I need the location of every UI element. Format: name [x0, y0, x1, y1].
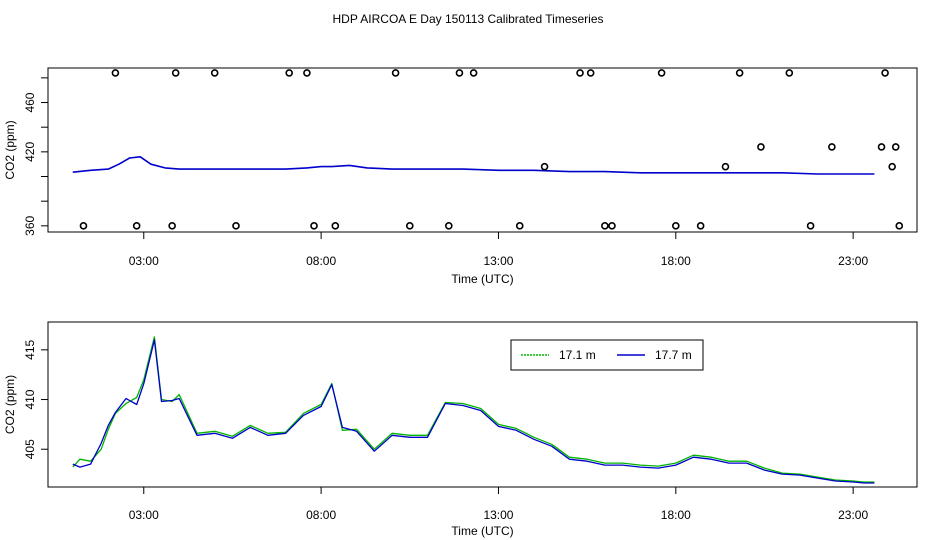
- x-tick-label-top: 13:00: [483, 254, 513, 268]
- data-point-marker: [608, 222, 616, 230]
- data-point-marker: [881, 69, 889, 77]
- data-point-marker: [757, 143, 765, 151]
- plot-frame-top: [47, 67, 918, 233]
- data-point-marker: [828, 143, 836, 151]
- y-axis-label-bottom: CO2 (ppm): [3, 375, 17, 434]
- data-point-marker: [232, 222, 240, 230]
- data-point-marker: [79, 222, 88, 230]
- data-point-marker: [895, 222, 904, 230]
- x-tick-label-bottom: 18:00: [661, 508, 691, 522]
- x-tick-label-bottom: 13:00: [483, 508, 513, 522]
- data-point-marker: [168, 222, 176, 230]
- x-tick-label-bottom: 03:00: [129, 508, 159, 522]
- y-tick-label-bottom: 410: [23, 389, 37, 409]
- series-line-bottom-17-1-m: [72, 336, 875, 483]
- data-point-marker: [210, 69, 219, 77]
- x-tick-label-top: 23:00: [838, 254, 868, 268]
- y-tick-label-bottom: 405: [23, 439, 37, 459]
- data-point-marker: [540, 162, 549, 171]
- series-line-bottom-17-7-m: [72, 339, 875, 484]
- data-point-marker: [601, 222, 609, 230]
- data-point-marker: [806, 222, 815, 230]
- data-point-marker: [111, 69, 120, 77]
- data-point-marker: [891, 143, 900, 151]
- data-point-marker: [445, 222, 453, 230]
- data-point-marker: [455, 69, 464, 77]
- x-axis-label-top: Time (UTC): [451, 272, 513, 286]
- data-point-marker: [469, 69, 478, 77]
- x-axis-label-bottom: Time (UTC): [451, 524, 513, 538]
- data-point-marker: [310, 222, 318, 230]
- legend-label: 17.1 m: [559, 348, 596, 362]
- data-point-marker: [672, 222, 680, 230]
- data-point-marker: [391, 69, 400, 77]
- data-point-marker: [303, 69, 311, 77]
- data-point-marker: [721, 162, 730, 171]
- legend: 17.1 m 17.7 m: [510, 339, 704, 371]
- y-axis-label-top: CO2 (ppm): [3, 120, 17, 179]
- y-tick-label-top: 460: [23, 92, 37, 112]
- plot-frame-bottom: [47, 321, 918, 488]
- series-line-top-0: [72, 156, 875, 175]
- panel-bottom: 03:00 08:00 13:00 18:00 23:00 405 410 415 Time (…: [3, 321, 918, 538]
- data-point-marker: [285, 69, 293, 77]
- data-point-marker: [586, 69, 595, 77]
- data-point-marker: [132, 222, 141, 230]
- x-tick-label-bottom: 23:00: [838, 508, 868, 522]
- legend-label: 17.7 m: [655, 348, 692, 362]
- data-point-marker: [515, 222, 524, 230]
- data-point-marker: [576, 69, 584, 77]
- data-point-marker: [696, 222, 705, 230]
- x-tick-label-top: 18:00: [661, 254, 691, 268]
- data-point-marker: [405, 222, 414, 230]
- x-tick-label-top: 03:00: [129, 254, 159, 268]
- data-point-marker: [657, 69, 666, 77]
- y-tick-label-bottom: 415: [23, 339, 37, 359]
- data-point-marker: [785, 69, 794, 77]
- data-point-marker: [331, 222, 340, 230]
- figure-title: HDP AIRCOA E Day 150113 Calibrated Times…: [332, 12, 603, 26]
- y-tick-label-top: 420: [23, 142, 37, 162]
- x-tick-label-top: 08:00: [306, 254, 336, 268]
- data-point-marker: [877, 143, 886, 151]
- y-tick-label-top: 360: [23, 216, 37, 236]
- data-point-marker: [735, 69, 744, 77]
- data-point-marker: [888, 162, 896, 171]
- panel-top: 03:00 08:00 13:00 18:00 23:00 360 420 460 Time (…: [3, 67, 918, 286]
- x-tick-label-bottom: 08:00: [306, 508, 336, 522]
- data-point-marker: [171, 69, 180, 77]
